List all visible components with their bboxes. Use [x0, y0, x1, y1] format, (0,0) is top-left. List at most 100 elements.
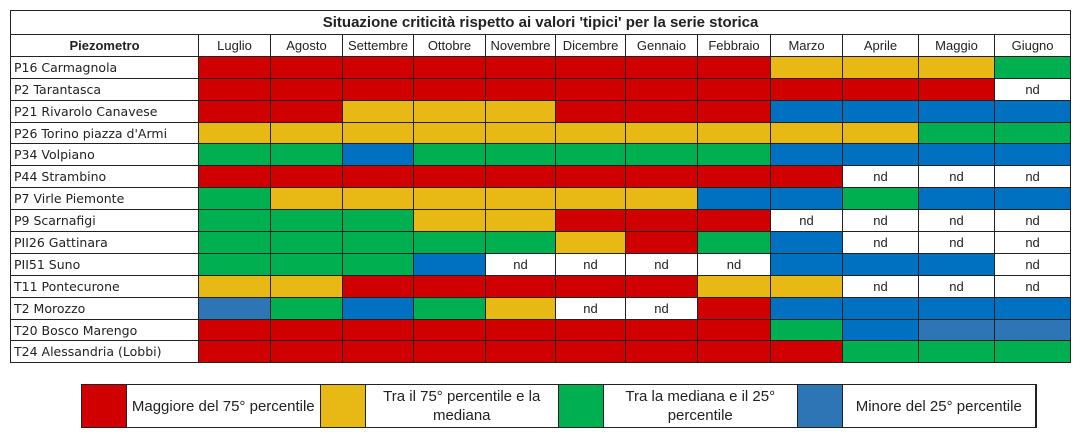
row-label: T24 Alessandria (Lobbi) — [10, 340, 199, 364]
heatmap-cell — [697, 187, 771, 211]
heatmap-cell: nd — [842, 231, 919, 254]
heatmap-cell — [342, 99, 414, 123]
table-row: P16 Carmagnola — [10, 55, 1072, 79]
heatmap-cell — [555, 55, 626, 79]
heatmap-cell — [993, 121, 1072, 145]
column-header-febbraio: Febbraio — [697, 34, 771, 57]
heatmap-cell — [198, 99, 271, 123]
heatmap-cell — [485, 187, 556, 211]
heatmap-cell — [270, 187, 343, 211]
heatmap-cell — [198, 231, 271, 254]
heatmap-cell — [697, 274, 771, 298]
heatmap-cell: nd — [485, 252, 556, 276]
heatmap-cell — [413, 165, 486, 189]
heatmap-cell — [413, 296, 486, 320]
heatmap-cell — [625, 143, 698, 167]
heatmap-cell — [413, 231, 486, 254]
heatmap-cell — [770, 121, 843, 145]
heatmap-cell — [413, 340, 486, 364]
legend-label: Maggiore del 75° percentile — [126, 385, 321, 427]
heatmap-cell: nd — [993, 252, 1072, 276]
column-header-ottobre: Ottobre — [413, 34, 486, 57]
column-header-gennaio: Gennaio — [625, 34, 698, 57]
heatmap-cell — [993, 318, 1072, 342]
heatmap-cell — [555, 99, 626, 123]
heatmap-cell — [342, 143, 414, 167]
heatmap-cell: nd — [918, 209, 995, 233]
heatmap-cell — [270, 296, 343, 320]
heatmap-cell — [342, 187, 414, 211]
column-header-agosto: Agosto — [270, 34, 343, 57]
heatmap-cell — [198, 187, 271, 211]
heatmap-cell — [342, 77, 414, 101]
heatmap-cell — [270, 252, 343, 276]
row-label: T11 Pontecurone — [10, 274, 199, 298]
heatmap-cell: nd — [993, 274, 1072, 298]
legend-swatch — [82, 385, 126, 427]
heatmap-cell — [918, 121, 995, 145]
heatmap-cell — [198, 55, 271, 79]
heatmap-cell — [918, 55, 995, 79]
heatmap-cell: nd — [918, 274, 995, 298]
row-label: P2 Tarantasca — [10, 77, 199, 101]
heatmap-cell — [270, 165, 343, 189]
heatmap-cell — [342, 231, 414, 254]
heatmap-cell — [413, 99, 486, 123]
heatmap-cell — [993, 296, 1072, 320]
heatmap-cell: nd — [555, 296, 626, 320]
heatmap-cell — [413, 187, 486, 211]
row-label: T2 Morozzo — [10, 296, 199, 320]
heatmap-cell — [485, 274, 556, 298]
column-header-aprile: Aprile — [842, 34, 919, 57]
heatmap-cell — [413, 252, 486, 276]
heatmap-cell — [555, 274, 626, 298]
heatmap-cell — [625, 121, 698, 145]
heatmap-cell — [918, 77, 995, 101]
heatmap-cell — [485, 340, 556, 364]
heatmap-cell — [697, 99, 771, 123]
heatmap-cell: nd — [625, 252, 698, 276]
row-label: P26 Torino piazza d'Armi — [10, 121, 199, 145]
row-label: P9 Scarnafigi — [10, 209, 199, 233]
heatmap-cell: nd — [697, 252, 771, 276]
heatmap-cell — [270, 77, 343, 101]
legend-label: Tra la mediana e il 25° percentile — [603, 385, 798, 427]
heatmap-cell — [485, 77, 556, 101]
heatmap-cell: nd — [993, 209, 1072, 233]
heatmap-cell — [993, 340, 1072, 364]
column-header-luglio: Luglio — [198, 34, 271, 57]
heatmap-cell — [270, 231, 343, 254]
heatmap-cell — [770, 143, 843, 167]
table-row: P34 Volpiano — [10, 143, 1072, 167]
heatmap-cell — [270, 318, 343, 342]
heatmap-cell — [842, 121, 919, 145]
heatmap-cell — [485, 99, 556, 123]
heatmap-cell — [485, 296, 556, 320]
heatmap-cell — [342, 296, 414, 320]
table-title: Situazione criticità rispetto ai valori … — [9, 10, 1072, 35]
heatmap-cell — [697, 231, 771, 254]
heatmap-cell — [342, 274, 414, 298]
table-row: PII51 Suno nd nd nd nd nd — [10, 252, 1072, 276]
legend-label: Minore del 25° percentile — [841, 385, 1036, 427]
heatmap-cell — [555, 77, 626, 101]
heatmap-cell — [413, 143, 486, 167]
heatmap-cell: nd — [625, 296, 698, 320]
column-header-giugno: Giugno — [993, 34, 1072, 57]
heatmap-cell — [993, 143, 1072, 167]
table-row: T24 Alessandria (Lobbi) — [10, 340, 1072, 364]
heatmap-cell — [918, 296, 995, 320]
heatmap-cell — [842, 187, 919, 211]
heatmap-cell — [842, 143, 919, 167]
heatmap-cell — [697, 318, 771, 342]
heatmap-cell — [555, 121, 626, 145]
heatmap-cell — [270, 209, 343, 233]
heatmap-cell: nd — [770, 209, 843, 233]
heatmap-cell — [485, 318, 556, 342]
heatmap-cell — [270, 274, 343, 298]
heatmap-cell — [918, 318, 995, 342]
heatmap-cell — [198, 165, 271, 189]
row-label: P34 Volpiano — [10, 143, 199, 167]
table-row: P26 Torino piazza d'Armi — [10, 121, 1072, 145]
table-row: T2 Morozzo nd nd — [10, 296, 1072, 320]
